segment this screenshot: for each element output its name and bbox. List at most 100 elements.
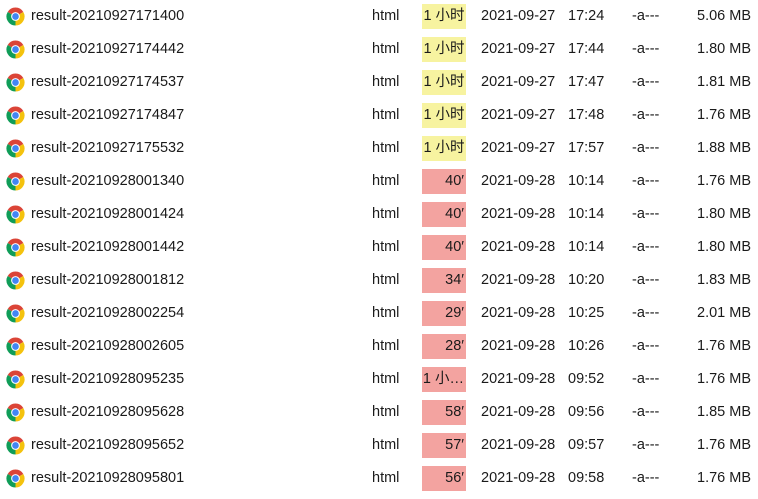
file-mode: -a--- <box>632 206 660 222</box>
file-row[interactable]: result-20210928095235 html 1 小… 2021-09-… <box>0 363 758 396</box>
file-age-label: 29′ <box>422 301 466 326</box>
chrome-browser-icon <box>6 363 26 396</box>
file-time: 17:57 <box>568 140 605 156</box>
file-size: 1.76 MB <box>697 371 751 387</box>
file-age-label: 1 小… <box>422 367 466 392</box>
file-name[interactable]: result-20210927175532 <box>31 140 185 156</box>
file-name[interactable]: result-20210928001424 <box>31 206 185 222</box>
file-age-badge: 40′ <box>422 231 466 264</box>
file-row[interactable]: result-20210928001340 html 40′ 2021-09-2… <box>0 165 758 198</box>
chrome-browser-icon <box>6 132 26 165</box>
file-date: 2021-09-27 <box>481 8 556 24</box>
file-time: 17:47 <box>568 74 605 90</box>
file-name[interactable]: result-20210928002605 <box>31 338 185 354</box>
chrome-browser-icon <box>6 330 26 363</box>
file-time: 09:56 <box>568 404 605 420</box>
file-size: 1.76 MB <box>697 107 751 123</box>
file-mode: -a--- <box>632 470 660 486</box>
file-row[interactable]: result-20210927171400 html 1 小时 2021-09-… <box>0 0 758 33</box>
file-date: 2021-09-28 <box>481 206 556 222</box>
chrome-browser-icon <box>6 297 26 330</box>
file-mode: -a--- <box>632 371 660 387</box>
chrome-browser-icon <box>6 264 26 297</box>
file-row[interactable]: result-20210927175532 html 1 小时 2021-09-… <box>0 132 758 165</box>
file-age-label: 1 小时 <box>422 70 466 95</box>
file-size: 2.01 MB <box>697 305 751 321</box>
file-name[interactable]: result-20210928095235 <box>31 371 185 387</box>
file-mode: -a--- <box>632 74 660 90</box>
file-name[interactable]: result-20210928095628 <box>31 404 185 420</box>
file-age-badge: 56′ <box>422 462 466 495</box>
file-time: 17:44 <box>568 41 605 57</box>
file-time: 10:14 <box>568 173 605 189</box>
file-age-label: 56′ <box>422 466 466 491</box>
file-row[interactable]: result-20210928095801 html 56′ 2021-09-2… <box>0 462 758 495</box>
file-date: 2021-09-28 <box>481 239 556 255</box>
file-extension: html <box>372 371 400 387</box>
file-age-badge: 58′ <box>422 396 466 429</box>
file-row[interactable]: result-20210928001442 html 40′ 2021-09-2… <box>0 231 758 264</box>
file-extension: html <box>372 206 400 222</box>
file-date: 2021-09-28 <box>481 437 556 453</box>
file-name[interactable]: result-20210928001340 <box>31 173 185 189</box>
file-mode: -a--- <box>632 272 660 288</box>
file-date: 2021-09-27 <box>481 107 556 123</box>
file-date: 2021-09-28 <box>481 338 556 354</box>
file-row[interactable]: result-20210928095652 html 57′ 2021-09-2… <box>0 429 758 462</box>
chrome-browser-icon <box>6 429 26 462</box>
file-row[interactable]: result-20210928002605 html 28′ 2021-09-2… <box>0 330 758 363</box>
file-time: 09:57 <box>568 437 605 453</box>
file-size: 1.80 MB <box>697 41 751 57</box>
file-name[interactable]: result-20210927174537 <box>31 74 185 90</box>
file-size: 1.76 MB <box>697 470 751 486</box>
file-extension: html <box>372 404 400 420</box>
file-mode: -a--- <box>632 239 660 255</box>
chrome-browser-icon <box>6 462 26 495</box>
file-extension: html <box>372 140 400 156</box>
file-name[interactable]: result-20210928001442 <box>31 239 185 255</box>
chrome-browser-icon <box>6 0 26 33</box>
file-mode: -a--- <box>632 41 660 57</box>
chrome-browser-icon <box>6 165 26 198</box>
file-age-label: 1 小时 <box>422 4 466 29</box>
file-name[interactable]: result-20210927174847 <box>31 107 185 123</box>
file-mode: -a--- <box>632 107 660 123</box>
file-name[interactable]: result-20210928001812 <box>31 272 185 288</box>
file-name[interactable]: result-20210927174442 <box>31 41 185 57</box>
file-row[interactable]: result-20210927174847 html 1 小时 2021-09-… <box>0 99 758 132</box>
file-age-badge: 1 小时 <box>422 66 466 99</box>
file-time: 10:26 <box>568 338 605 354</box>
file-name[interactable]: result-20210927171400 <box>31 8 185 24</box>
file-time: 09:52 <box>568 371 605 387</box>
file-size: 1.81 MB <box>697 74 751 90</box>
file-name[interactable]: result-20210928095801 <box>31 470 185 486</box>
file-name[interactable]: result-20210928095652 <box>31 437 185 453</box>
file-date: 2021-09-27 <box>481 140 556 156</box>
file-size: 5.06 MB <box>697 8 751 24</box>
chrome-browser-icon <box>6 396 26 429</box>
file-extension: html <box>372 338 400 354</box>
file-age-label: 34′ <box>422 268 466 293</box>
file-time: 09:58 <box>568 470 605 486</box>
file-age-badge: 28′ <box>422 330 466 363</box>
file-extension: html <box>372 107 400 123</box>
file-mode: -a--- <box>632 173 660 189</box>
file-mode: -a--- <box>632 140 660 156</box>
file-row[interactable]: result-20210928095628 html 58′ 2021-09-2… <box>0 396 758 429</box>
file-row[interactable]: result-20210928001812 html 34′ 2021-09-2… <box>0 264 758 297</box>
file-row[interactable]: result-20210928002254 html 29′ 2021-09-2… <box>0 297 758 330</box>
file-time: 17:48 <box>568 107 605 123</box>
file-age-badge: 1 小时 <box>422 0 466 33</box>
file-date: 2021-09-28 <box>481 404 556 420</box>
file-size: 1.80 MB <box>697 206 751 222</box>
file-row[interactable]: result-20210928001424 html 40′ 2021-09-2… <box>0 198 758 231</box>
file-mode: -a--- <box>632 404 660 420</box>
file-size: 1.83 MB <box>697 272 751 288</box>
file-mode: -a--- <box>632 338 660 354</box>
file-mode: -a--- <box>632 8 660 24</box>
file-name[interactable]: result-20210928002254 <box>31 305 185 321</box>
file-row[interactable]: result-20210927174442 html 1 小时 2021-09-… <box>0 33 758 66</box>
file-age-badge: 57′ <box>422 429 466 462</box>
file-row[interactable]: result-20210927174537 html 1 小时 2021-09-… <box>0 66 758 99</box>
